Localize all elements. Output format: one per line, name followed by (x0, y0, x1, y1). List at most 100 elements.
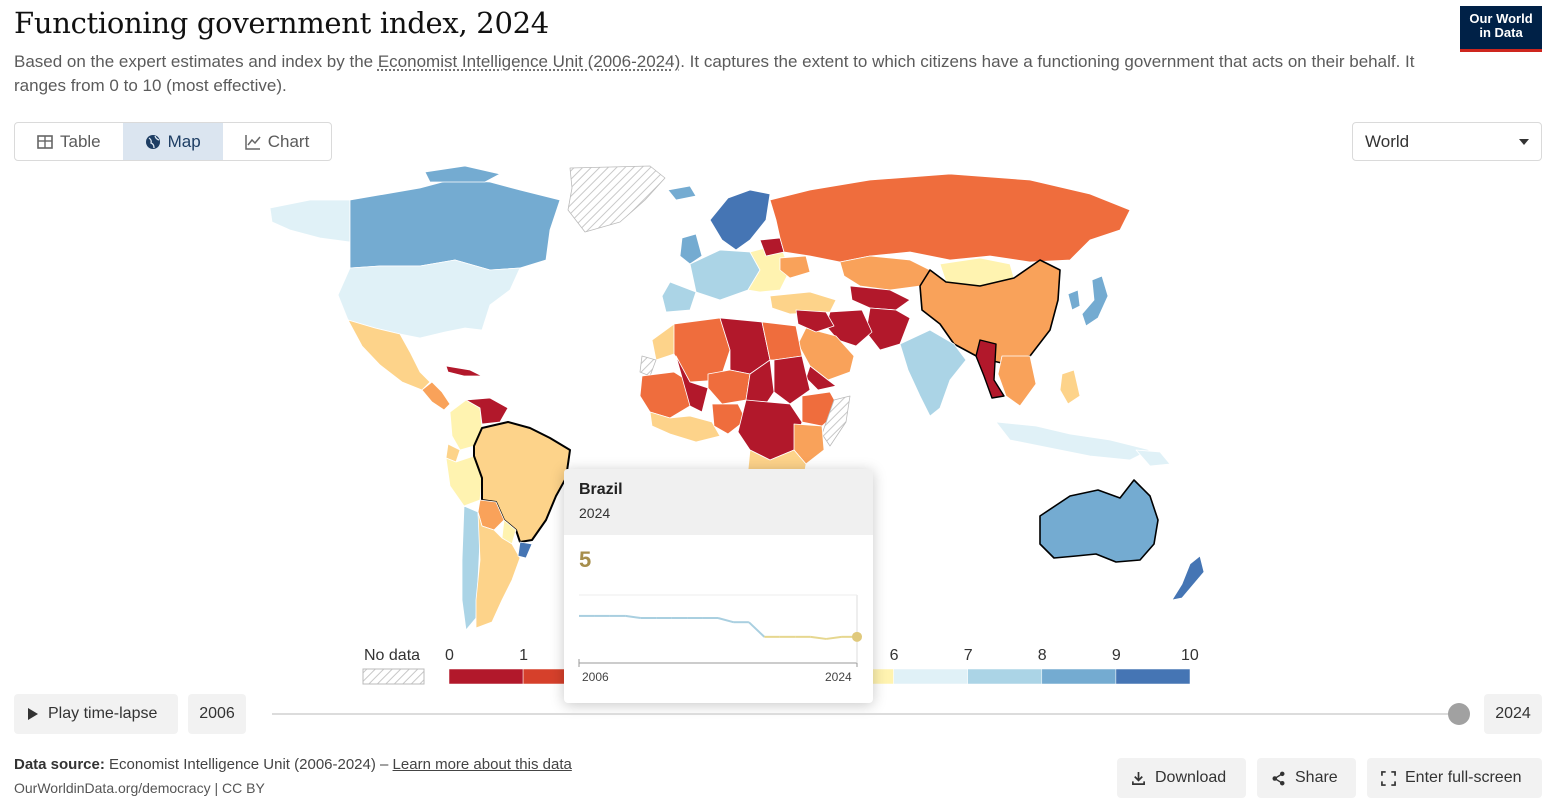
country-china[interactable] (919, 259, 1061, 365)
tab-table[interactable]: Table (15, 123, 123, 160)
share-button[interactable]: Share (1257, 758, 1356, 798)
legend-tick-label: 1 (519, 647, 528, 664)
country-argentina[interactable] (475, 511, 521, 629)
logo-line-2: in Data (1479, 25, 1523, 40)
country-iceland[interactable] (667, 185, 697, 201)
timeline-track[interactable] (272, 713, 1460, 715)
timeline-end-year[interactable]: 2024 (1484, 694, 1542, 734)
line-chart-icon (244, 134, 261, 150)
download-button[interactable]: Download (1117, 758, 1246, 798)
country-southeast-asia[interactable] (997, 355, 1037, 407)
country-central-asia[interactable] (849, 285, 911, 311)
country-japan[interactable] (1081, 275, 1109, 327)
tab-chart-label: Chart (267, 131, 310, 151)
country-chad[interactable] (745, 359, 775, 411)
country-canada[interactable] (349, 179, 561, 271)
legend-tick-label: 6 (889, 647, 899, 664)
learn-more-link[interactable]: Learn more about this data (392, 756, 572, 773)
country-mali[interactable] (675, 355, 709, 413)
region-select-value: World (1365, 131, 1410, 151)
tooltip-country: Brazil (579, 481, 623, 498)
legend-no-data-label: No data (364, 647, 421, 664)
play-timelapse-button[interactable]: Play time-lapse (14, 694, 178, 734)
table-icon (37, 134, 53, 149)
fullscreen-icon (1381, 770, 1396, 786)
country-uk[interactable] (679, 233, 703, 265)
country-scandinavia[interactable] (709, 189, 771, 251)
country-kazakhstan[interactable] (839, 255, 931, 291)
timeline-start-year[interactable]: 2006 (188, 694, 246, 734)
country-cuba[interactable] (445, 365, 483, 377)
country-australia[interactable] (1039, 479, 1159, 563)
fullscreen-button[interactable]: Enter full-screen (1367, 758, 1542, 798)
country-uruguay[interactable] (517, 541, 533, 559)
world-map[interactable] (250, 160, 1300, 640)
legend-bin[interactable] (1041, 668, 1117, 685)
country-tooltip: Brazil 2024 5 2006 2024 (564, 469, 873, 703)
download-label: Download (1155, 769, 1227, 786)
share-icon (1272, 771, 1285, 785)
country-western-europe[interactable] (689, 249, 761, 301)
legend-bin[interactable] (1115, 668, 1191, 685)
legend-tick-label: 7 (963, 647, 973, 664)
owid-logo[interactable]: Our World in Data (1460, 6, 1542, 52)
legend-tick-label: 9 (1111, 647, 1121, 664)
country-philippines[interactable] (1059, 369, 1081, 405)
source-url[interactable]: OurWorldinData.org/democracy | CC BY (14, 780, 265, 796)
country-indonesia[interactable] (995, 421, 1151, 461)
legend-tick-label: 10 (1181, 647, 1199, 664)
country-mexico[interactable] (347, 319, 431, 391)
timeline-handle[interactable] (1448, 703, 1470, 725)
legend-no-data-swatch[interactable] (362, 668, 425, 685)
country-west-africa-coast[interactable] (649, 411, 721, 443)
country-venezuela[interactable] (465, 397, 509, 425)
sparkline-segment (825, 635, 842, 640)
country-iraq-syria[interactable] (795, 309, 835, 333)
sparkline-segment (625, 614, 641, 620)
country-niger[interactable] (707, 369, 751, 405)
country-sahel-west[interactable] (639, 371, 691, 419)
tab-table-label: Table (60, 131, 101, 151)
country-central-america[interactable] (421, 381, 451, 411)
tooltip-axis-end: 2024 (825, 670, 852, 684)
country-brazil[interactable] (473, 421, 571, 543)
country-nigeria[interactable] (711, 403, 747, 435)
country-russia[interactable] (769, 173, 1131, 263)
chart-subtitle: Based on the expert estimates and index … (14, 50, 1434, 98)
data-source-label: Data source: (14, 756, 105, 773)
globe-icon (145, 134, 160, 149)
country-usa-alaska[interactable] (269, 199, 351, 243)
country-canada-islands[interactable] (424, 165, 501, 183)
country-somalia[interactable] (821, 395, 851, 447)
country-myanmar[interactable] (975, 339, 1005, 399)
region-select[interactable]: World (1352, 122, 1542, 161)
country-sudan[interactable] (773, 355, 811, 405)
country-new-zealand[interactable] (1171, 555, 1205, 601)
legend-tick-label: 8 (1037, 647, 1047, 664)
subtitle-text-end: . It captures the extent to which citize… (14, 52, 1415, 95)
country-western-sahara[interactable] (639, 355, 657, 377)
country-korea[interactable] (1067, 289, 1081, 311)
legend-bin[interactable] (967, 668, 1043, 685)
tab-map[interactable]: Map (122, 123, 223, 160)
sparkline-segment (810, 635, 827, 640)
sparkline-segment (748, 621, 766, 638)
share-label: Share (1295, 769, 1338, 786)
data-source-text: Economist Intelligence Unit (2006-2024) … (104, 756, 393, 773)
legend-bin[interactable] (893, 668, 968, 685)
country-iberia[interactable] (661, 281, 697, 313)
chart-title: Functioning government index, 2024 (14, 6, 549, 40)
tab-chart[interactable]: Chart (223, 123, 332, 160)
subtitle-source-link[interactable]: Economist Intelligence Unit (2006-2024) (377, 52, 681, 71)
tooltip-axis-start: 2006 (582, 670, 609, 684)
country-greenland[interactable] (567, 165, 666, 233)
play-timelapse-label: Play time-lapse (48, 705, 158, 722)
legend-bin[interactable] (448, 668, 524, 685)
country-ukraine[interactable] (779, 255, 811, 279)
tab-map-label: Map (167, 131, 201, 151)
sparkline-segment (717, 617, 734, 624)
sparkline-current-point (852, 631, 862, 642)
country-east-africa[interactable] (793, 423, 825, 465)
country-india[interactable] (899, 329, 967, 417)
country-papua-new-guinea[interactable] (1135, 449, 1171, 467)
